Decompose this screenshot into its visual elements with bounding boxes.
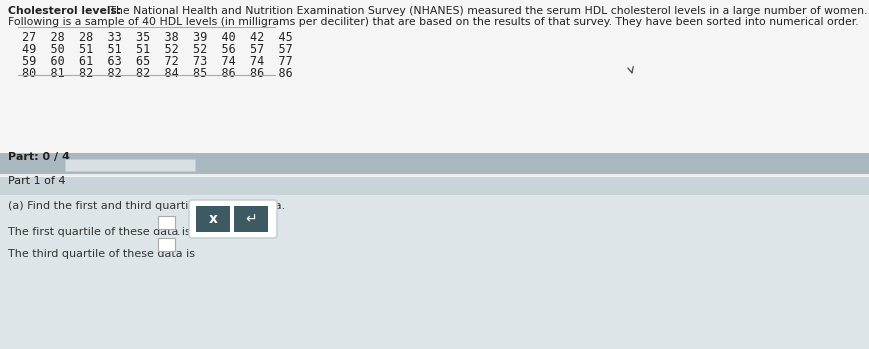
Text: The first quartile of these data is: The first quartile of these data is — [8, 227, 191, 237]
Bar — [65, 159, 195, 171]
Text: Cholesterol levels:: Cholesterol levels: — [8, 6, 122, 16]
Text: 59  60  61  63  65  72  73  74  74  77: 59 60 61 63 65 72 73 74 74 77 — [22, 55, 293, 68]
FancyBboxPatch shape — [189, 200, 277, 238]
Bar — [158, 216, 175, 229]
Text: ↵: ↵ — [245, 212, 257, 226]
Text: Part: 0 / 4: Part: 0 / 4 — [8, 152, 70, 162]
Text: 80  81  82  82  82  84  85  86  86  86: 80 81 82 82 82 84 85 86 86 86 — [22, 67, 293, 80]
Text: The National Health and Nutrition Examination Survey (NHANES) measured the serum: The National Health and Nutrition Examin… — [106, 6, 867, 16]
Bar — [234, 206, 268, 232]
Text: Following is a sample of 40 HDL levels (in milligrams per deciliter) that are ba: Following is a sample of 40 HDL levels (… — [8, 17, 859, 27]
Text: (a) Find the first and third quartiles of these data.: (a) Find the first and third quartiles o… — [8, 201, 285, 211]
Bar — [0, 174, 869, 176]
Text: x: x — [209, 212, 217, 226]
Text: .: . — [177, 249, 181, 259]
Bar — [0, 153, 869, 175]
Bar — [0, 195, 869, 349]
Text: 27  28  28  33  35  38  39  40  42  45: 27 28 28 33 35 38 39 40 42 45 — [22, 31, 293, 44]
Text: 49  50  51  51  51  52  52  56  57  57: 49 50 51 51 51 52 52 56 57 57 — [22, 43, 293, 56]
Bar — [196, 206, 230, 232]
Bar — [0, 0, 869, 154]
Text: The third quartile of these data is: The third quartile of these data is — [8, 249, 195, 259]
Text: .: . — [177, 227, 181, 237]
Bar — [0, 177, 869, 195]
Text: Part 1 of 4: Part 1 of 4 — [8, 176, 65, 186]
Bar — [158, 238, 175, 251]
